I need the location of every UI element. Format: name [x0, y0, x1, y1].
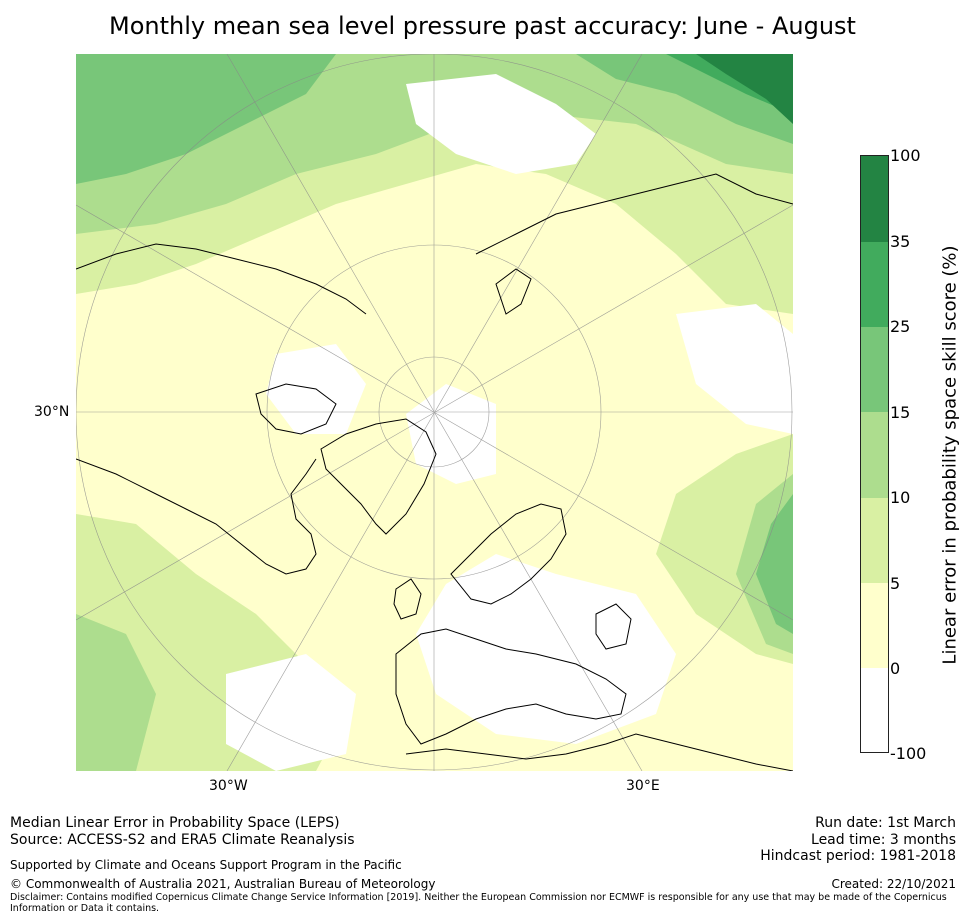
- region-level-3: [76, 54, 336, 184]
- coastline-north-america: [76, 458, 317, 575]
- polar-map: [76, 54, 793, 771]
- colorbar-bin-0-5: [861, 583, 888, 668]
- colorbar-bin-15-25: [861, 327, 888, 412]
- coastline-caspian: [595, 603, 632, 650]
- colorbar-tick: 15: [890, 403, 911, 422]
- region-negative-5: [226, 654, 356, 771]
- colorbar-tick: 0: [890, 659, 901, 678]
- coastline-siberia: [475, 173, 793, 255]
- colorbar-tick: -100: [890, 744, 927, 763]
- colorbar-bin-5-10: [861, 498, 888, 583]
- colorbar-tick: 100: [890, 146, 921, 165]
- meridian-line: [76, 204, 793, 621]
- region-level-2b: [76, 614, 156, 771]
- colorbar-bin-10-15: [861, 412, 888, 498]
- coastline-canadian-arctic: [255, 383, 337, 435]
- footer-description: Median Linear Error in Probability Space…: [10, 815, 340, 831]
- colorbar-tick: 35: [890, 232, 911, 251]
- colorbar-tick: 5: [890, 574, 901, 593]
- coastline-north-africa: [405, 733, 793, 771]
- coastline-novaya-zemlya: [495, 268, 532, 315]
- footer-run-date: Run date: 1st March: [815, 815, 956, 831]
- colorbar-title: Linear error in probability space skill …: [939, 245, 961, 665]
- coastline-europe: [395, 628, 627, 745]
- region-level-3c: [756, 494, 793, 634]
- footer-created: Created: 22/10/2021: [831, 877, 956, 891]
- colorbar-bin-neg100-0: [861, 668, 888, 752]
- colorbar-tick: 10: [890, 488, 911, 507]
- longitude-label-30w: 30°W: [209, 778, 248, 794]
- colorbar-bin-25-35: [861, 242, 888, 327]
- coastline-alaska: [76, 243, 367, 315]
- coastline-greenland: [320, 418, 437, 535]
- footer-source: Source: ACCESS-S2 and ERA5 Climate Reana…: [10, 832, 355, 848]
- footer-disclaimer: Disclaimer: Contains modified Copernicus…: [10, 892, 947, 914]
- colorbar-bin-35-100: [861, 156, 888, 242]
- region-negative-1: [406, 74, 596, 174]
- colorbar: [860, 155, 889, 753]
- graticule: [76, 54, 793, 771]
- latitude-label-30n: 30°N: [34, 404, 70, 420]
- coastline-scandinavia: [450, 503, 567, 605]
- footer-lead-time: Lead time: 3 months: [811, 832, 956, 848]
- footer-support: Supported by Climate and Oceans Support …: [10, 858, 402, 872]
- longitude-label-30e: 30°E: [626, 778, 660, 794]
- coastline-british-isles: [393, 578, 422, 620]
- chart-title: Monthly mean sea level pressure past acc…: [109, 12, 856, 40]
- coastlines: [76, 173, 793, 771]
- footer-hindcast-period: Hindcast period: 1981-2018: [760, 848, 956, 864]
- colorbar-tick: 25: [890, 317, 911, 336]
- region-level-5: [696, 54, 793, 124]
- footer-copyright: © Commonwealth of Australia 2021, Austra…: [10, 877, 436, 891]
- polar-map-svg: [76, 54, 793, 771]
- region-negative-3: [676, 304, 793, 434]
